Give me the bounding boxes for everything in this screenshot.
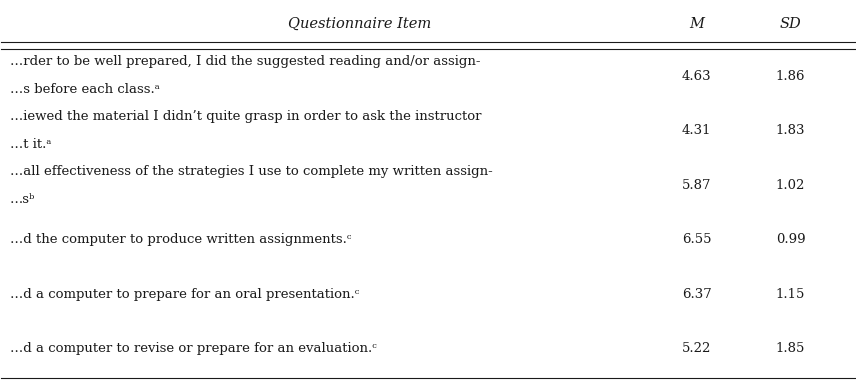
Text: …all effectiveness of the strategies I use to complete my written assign-: …all effectiveness of the strategies I u… <box>10 165 493 178</box>
Text: …rder to be well prepared, I did the suggested reading and/or assign-: …rder to be well prepared, I did the sug… <box>10 55 480 68</box>
Text: …t it.ᵃ: …t it.ᵃ <box>10 138 51 151</box>
Text: 4.63: 4.63 <box>682 70 711 83</box>
Text: …d the computer to produce written assignments.ᶜ: …d the computer to produce written assig… <box>10 233 351 246</box>
Text: 1.15: 1.15 <box>776 288 805 301</box>
Text: Questionnaire Item: Questionnaire Item <box>288 17 431 31</box>
Text: 1.86: 1.86 <box>776 70 805 83</box>
Text: 5.87: 5.87 <box>682 179 711 192</box>
Text: 6.37: 6.37 <box>682 288 711 301</box>
Text: M: M <box>689 17 704 31</box>
Text: 1.02: 1.02 <box>776 179 805 192</box>
Text: 4.31: 4.31 <box>682 125 711 137</box>
Text: …d a computer to revise or prepare for an evaluation.ᶜ: …d a computer to revise or prepare for a… <box>10 342 377 355</box>
Text: …sᵇ: …sᵇ <box>10 193 35 206</box>
Text: …d a computer to prepare for an oral presentation.ᶜ: …d a computer to prepare for an oral pre… <box>10 288 360 301</box>
Text: …iewed the material I didn’t quite grasp in order to ask the instructor: …iewed the material I didn’t quite grasp… <box>10 110 481 123</box>
Text: …s before each class.ᵃ: …s before each class.ᵃ <box>10 83 160 96</box>
Text: 6.55: 6.55 <box>682 233 711 246</box>
Text: 1.85: 1.85 <box>776 342 805 355</box>
Text: SD: SD <box>780 17 801 31</box>
Text: 1.83: 1.83 <box>776 125 805 137</box>
Text: 0.99: 0.99 <box>776 233 805 246</box>
Text: 5.22: 5.22 <box>682 342 711 355</box>
